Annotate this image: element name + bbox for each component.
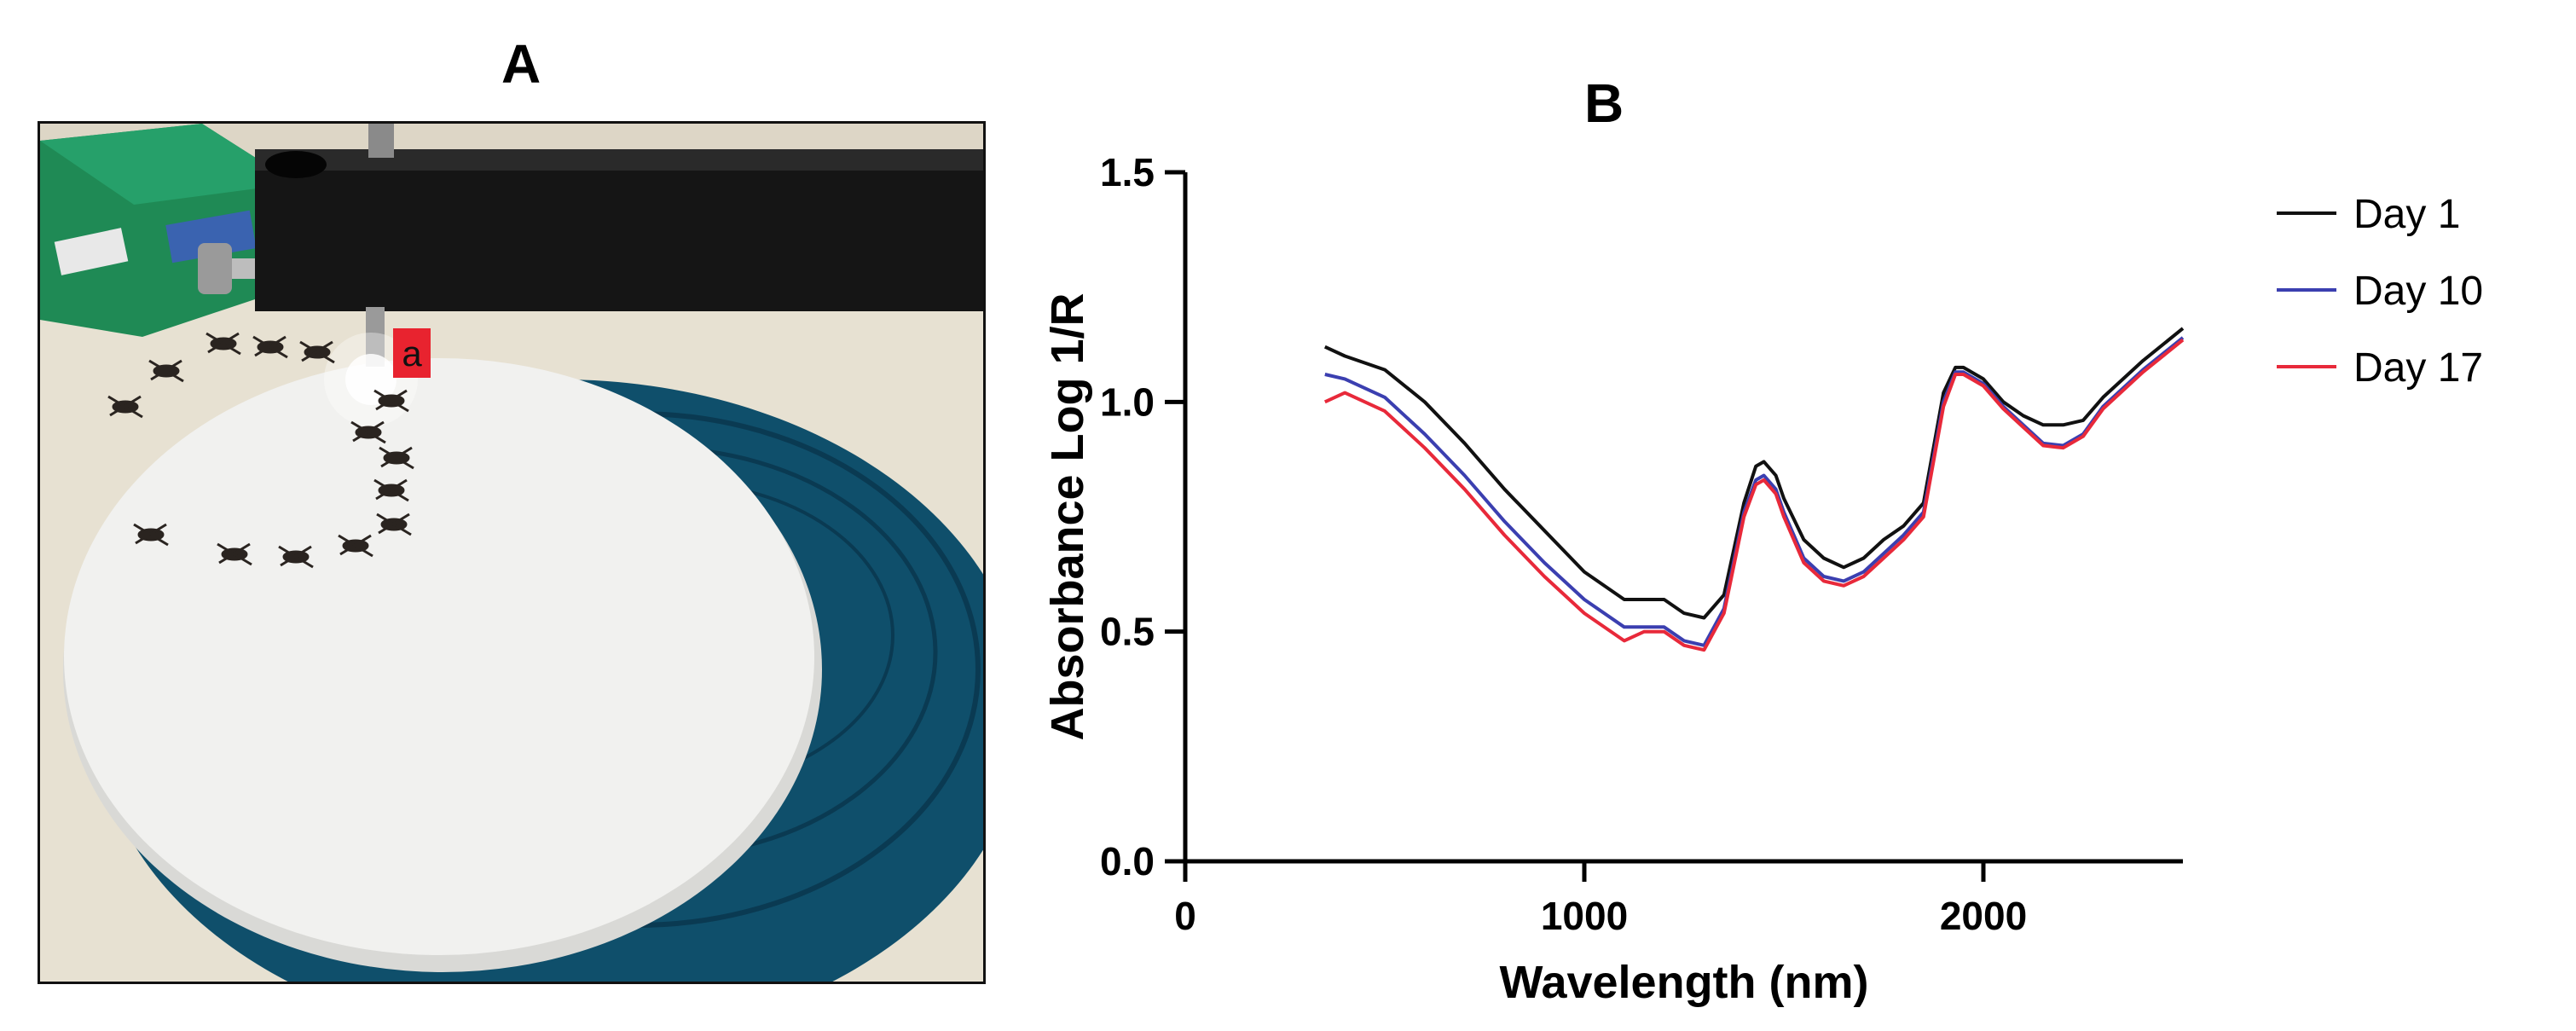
specimen-photo: a bbox=[38, 121, 986, 984]
x-ticks: 0 1000 2000 bbox=[1174, 861, 2027, 938]
legend-entry: Day 1 bbox=[2353, 192, 2460, 237]
x-tick-label: 2000 bbox=[1940, 894, 2027, 938]
mosquito-specimens bbox=[107, 332, 414, 569]
specimen-photo-illustration: a bbox=[40, 124, 983, 982]
y-tick-label: 0.5 bbox=[1100, 610, 1155, 654]
chart-axes bbox=[1183, 172, 2183, 864]
chart-legend: Day 1 Day 10 Day 17 bbox=[2277, 192, 2483, 391]
x-axis-title: Wavelength (nm) bbox=[1499, 957, 1868, 1008]
series-lines bbox=[1323, 327, 2185, 652]
photo-marker-bg bbox=[393, 328, 431, 378]
photo-marker-label: a bbox=[402, 333, 422, 374]
series-line-day-17 bbox=[1323, 339, 2185, 652]
x-tick-label: 1000 bbox=[1541, 894, 1628, 938]
thumb-screw bbox=[198, 243, 232, 294]
legend-entry: Day 17 bbox=[2353, 345, 2483, 391]
y-tick-label: 1.0 bbox=[1100, 379, 1155, 424]
series-line-day-1 bbox=[1323, 327, 2185, 620]
panel-b-label: B bbox=[1584, 72, 1624, 134]
probe-arm bbox=[255, 149, 983, 311]
x-tick-label: 0 bbox=[1174, 894, 1196, 938]
legend-entry: Day 10 bbox=[2353, 269, 2483, 314]
y-ticks: 0.0 0.5 1.0 1.5 bbox=[1100, 150, 1185, 883]
absorbance-chart: 0.0 0.5 1.0 1.5 0 1000 2000 Wavelength (nm) A… bbox=[1042, 150, 2483, 1008]
y-tick-label: 1.5 bbox=[1100, 150, 1155, 194]
y-axis-title: Absorbance Log 1/R bbox=[1042, 293, 1093, 740]
y-tick-label: 0.0 bbox=[1100, 839, 1155, 883]
sample-plate bbox=[64, 358, 814, 955]
probe-tip bbox=[366, 307, 385, 367]
panel-a-label: A bbox=[501, 33, 541, 95]
